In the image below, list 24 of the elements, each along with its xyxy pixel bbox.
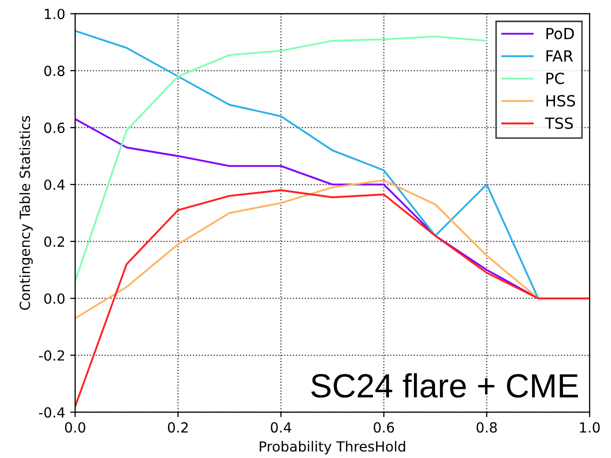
legend-label: PC bbox=[546, 72, 564, 84]
y-tick-label: -0.2 bbox=[39, 350, 64, 361]
legend-label: HSS bbox=[546, 95, 576, 107]
y-tick-label: 0.2 bbox=[44, 236, 64, 247]
y-tick-label: -0.4 bbox=[39, 407, 65, 418]
x-tick-label: 0.6 bbox=[374, 422, 394, 433]
x-tick-label: 0.2 bbox=[168, 422, 188, 433]
legend-label: TSS bbox=[544, 117, 573, 130]
y-tick-label: 0.4 bbox=[44, 179, 65, 190]
legend-label: PoD bbox=[546, 28, 574, 40]
x-tick-label: 0.0 bbox=[65, 422, 86, 433]
y-axis-title: Contingency Table Statistics bbox=[19, 116, 33, 310]
y-tick-label: 0.0 bbox=[44, 293, 65, 304]
annotation: SC24 flare + CME bbox=[311, 373, 578, 398]
y-tick-label: 1.0 bbox=[44, 8, 65, 20]
x-tick-label: 0.4 bbox=[270, 422, 292, 433]
x-tick-label: 1.0 bbox=[580, 422, 600, 433]
legend-label: FAR bbox=[546, 50, 573, 62]
y-tick-label: 0.6 bbox=[44, 122, 65, 134]
line-series bbox=[75, 36, 488, 282]
y-tick-label: 0.8 bbox=[44, 66, 64, 76]
x-tick-label: 0.8 bbox=[476, 422, 497, 433]
line-series bbox=[75, 189, 590, 408]
x-axis-title: Probability ThresHold bbox=[260, 440, 406, 454]
